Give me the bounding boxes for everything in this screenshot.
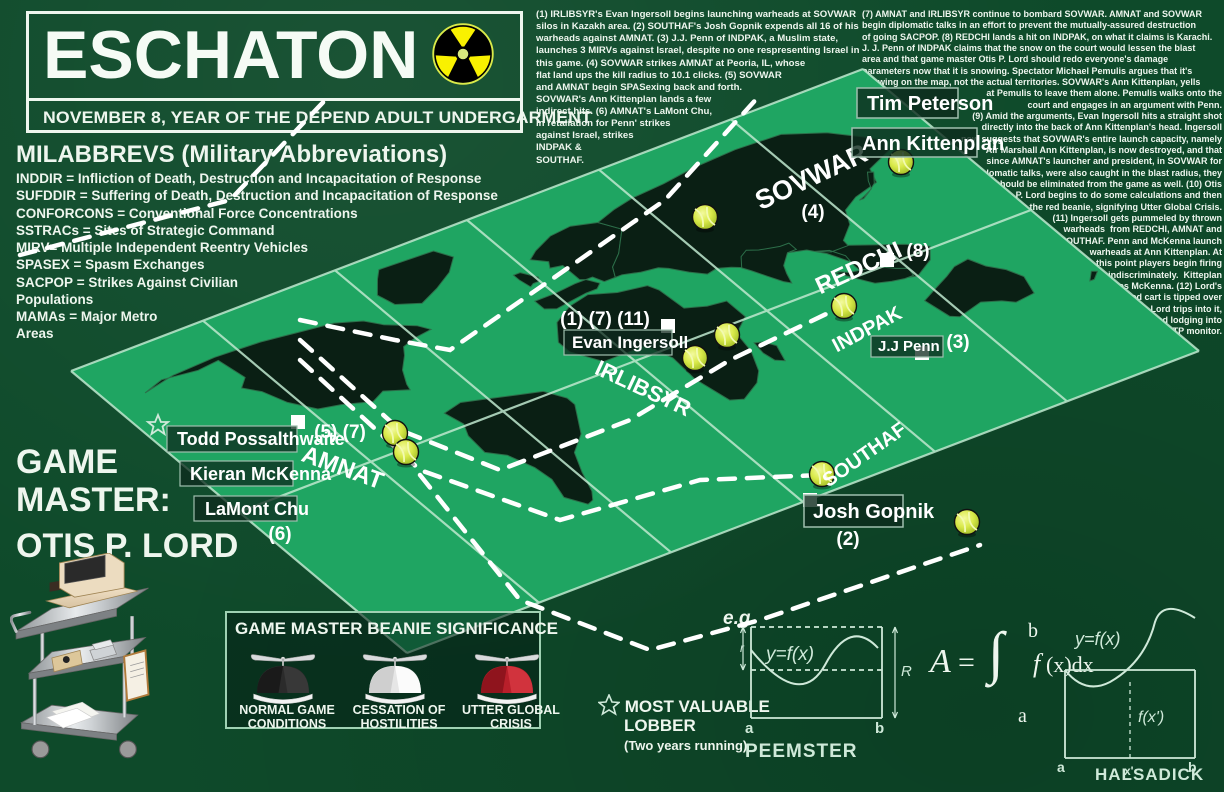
svg-text:(2): (2)	[836, 529, 859, 550]
svg-text:(4): (4)	[801, 202, 824, 223]
svg-text:(8): (8)	[906, 241, 929, 262]
svg-text:Evan Ingersoll: Evan Ingersoll	[572, 333, 688, 352]
svg-text:Kieran McKenna: Kieran McKenna	[190, 464, 332, 484]
svg-text:J.J Penn: J.J Penn	[878, 338, 940, 355]
svg-text:Ann Kittenplan: Ann Kittenplan	[862, 133, 1004, 155]
svg-text:(3): (3)	[946, 332, 969, 353]
svg-text:(1) (7) (11): (1) (7) (11)	[560, 309, 650, 330]
svg-text:(6): (6)	[268, 524, 291, 545]
svg-text:Josh Gopnik: Josh Gopnik	[813, 501, 935, 523]
svg-text:Todd Possalthwaite: Todd Possalthwaite	[177, 429, 345, 449]
svg-text:Tim Peterson: Tim Peterson	[867, 93, 993, 115]
svg-text:LaMont Chu: LaMont Chu	[205, 499, 309, 519]
